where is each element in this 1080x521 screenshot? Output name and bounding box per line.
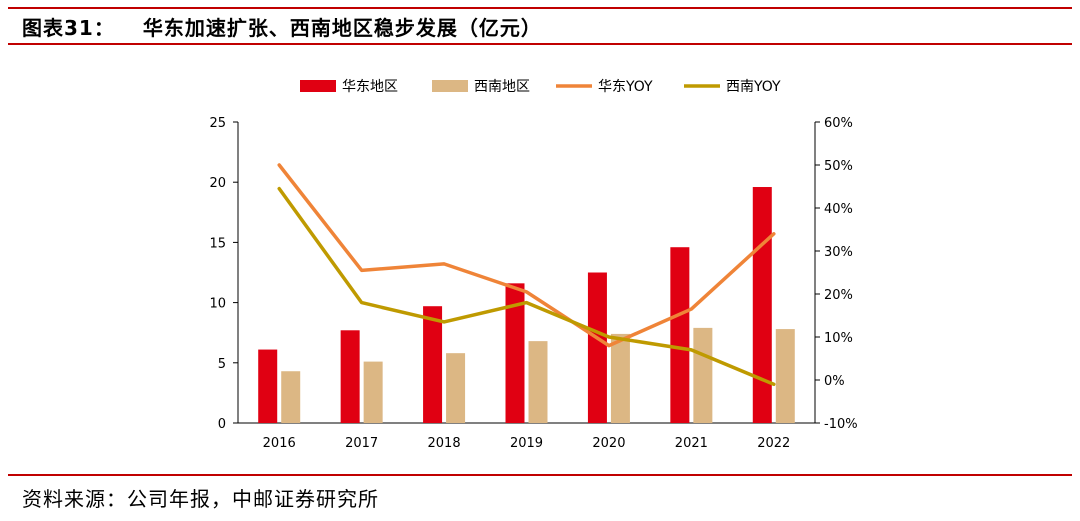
- axes: 0 5 10 15 20 25 -10% 0% 10% 20% 30% 40% 50% 60% 2016 20…: [209, 116, 857, 451]
- southwest-bar-2016: [281, 371, 301, 423]
- legend-east-bar-swatch: [300, 80, 336, 92]
- east-yoy-line: [277, 163, 776, 348]
- x-axis-tick-label: 2019: [510, 436, 543, 451]
- x-axis-tick-label: 2016: [263, 436, 296, 451]
- legend-southwest-bar-label: 西南地区: [474, 79, 530, 95]
- southwest-bar-2018: [446, 353, 466, 423]
- x-axis-tick-label: 2020: [592, 436, 625, 451]
- figure-title-text: 华东加速扩张、西南地区稳步发展（亿元）: [142, 16, 542, 40]
- southwest-bar-2017: [363, 361, 383, 423]
- east-bar-2016: [258, 349, 278, 423]
- top-rule: [8, 7, 1072, 9]
- bars: [258, 187, 795, 423]
- east-bar-2022: [752, 187, 772, 423]
- southwest-bar-2022: [775, 329, 795, 423]
- left-axis-tick-label: 15: [209, 236, 226, 251]
- legend-southwest-bar-swatch: [432, 80, 468, 92]
- southwest-bar-2019: [528, 341, 548, 423]
- right-axis-tick-label: 50%: [824, 159, 853, 174]
- right-axis-tick-label: 30%: [824, 245, 853, 260]
- legend-east-yoy-label: 华东YOY: [598, 79, 653, 95]
- figure-label: 图表31：: [22, 16, 115, 40]
- right-axis-tick-label: 60%: [824, 116, 853, 131]
- right-axis-tick-label: -10%: [824, 417, 858, 432]
- right-axis-tick-label: 20%: [824, 288, 853, 303]
- east-bar-2020: [587, 272, 607, 423]
- x-axis-tick-label: 2017: [345, 436, 378, 451]
- lines: [277, 163, 776, 387]
- left-axis-tick-label: 10: [209, 297, 226, 312]
- east-bar-2018: [423, 306, 443, 423]
- east-bar-2017: [340, 330, 360, 423]
- bottom-rule: [8, 474, 1072, 476]
- legend-southwest-yoy-label: 西南YOY: [726, 79, 781, 95]
- left-axis-tick-label: 20: [209, 176, 226, 191]
- legend-east-bar-label: 华东地区: [342, 79, 398, 95]
- southwest-bar-2021: [693, 327, 713, 423]
- east-bar-2019: [505, 283, 525, 423]
- left-axis-tick-label: 25: [209, 116, 226, 131]
- east-bar-2021: [670, 247, 690, 423]
- x-axis-tick-label: 2021: [675, 436, 708, 451]
- x-axis-tick-label: 2022: [757, 436, 790, 451]
- right-axis-tick-label: 40%: [824, 202, 853, 217]
- figure-title: 图表31： 华东加速扩张、西南地区稳步发展（亿元）: [22, 12, 542, 41]
- legend: 华东地区 西南地区 华东YOY 西南YOY: [300, 79, 781, 95]
- left-axis-tick-label: 5: [218, 357, 226, 372]
- x-axis-tick-label: 2018: [428, 436, 461, 451]
- right-axis-tick-label: 10%: [824, 331, 853, 346]
- southwest-bar-2020: [610, 333, 630, 423]
- right-axis-tick-label: 0%: [824, 374, 845, 389]
- source-note: 资料来源：公司年报，中邮证券研究所: [22, 487, 379, 511]
- title-rule: [8, 43, 1072, 45]
- left-axis-tick-label: 0: [218, 417, 226, 432]
